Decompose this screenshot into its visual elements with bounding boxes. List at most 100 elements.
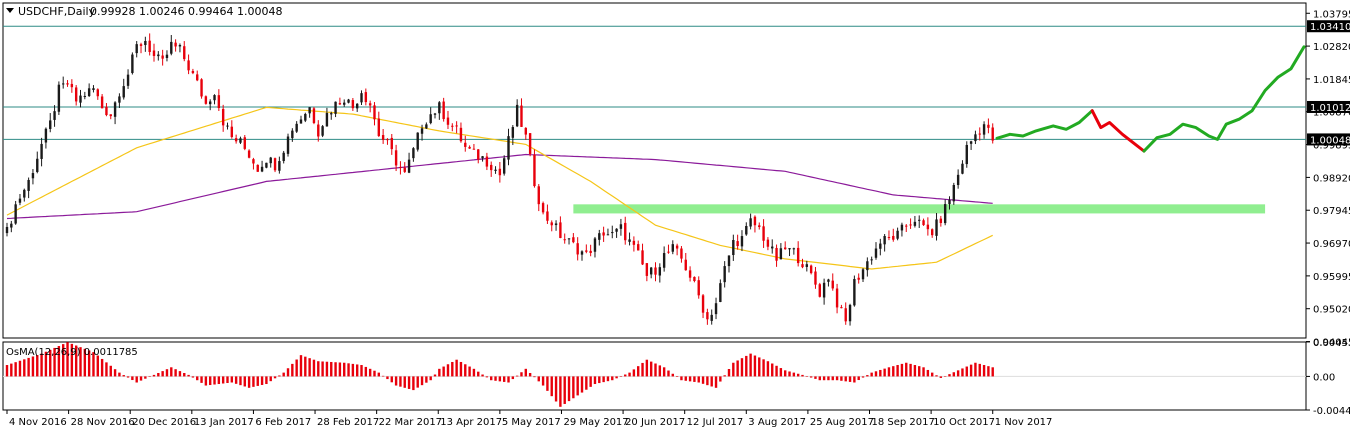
candle-body: [377, 118, 381, 136]
osma-bar: [226, 376, 229, 384]
x-tick-label: 28 Nov 2016: [71, 417, 135, 428]
candle-body: [343, 102, 346, 105]
candle-body: [982, 124, 986, 135]
x-tick-label: 1 Nov 2017: [995, 417, 1053, 428]
osma-bar: [438, 368, 441, 377]
candle-body: [684, 259, 687, 271]
osma-bar: [602, 376, 605, 383]
osma-bar: [347, 363, 350, 377]
x-tick-label: 6 Feb 2017: [255, 417, 311, 428]
candle-body: [541, 203, 545, 213]
osma-bar: [654, 363, 657, 377]
candle-body: [126, 74, 130, 86]
osma-label: OsMA(12,26,9) 0.0011785: [6, 347, 138, 358]
osma-bar: [766, 361, 770, 377]
osma-bar: [308, 358, 311, 377]
osma-bar: [974, 362, 977, 377]
osma-bar: [982, 365, 986, 377]
osma-bar: [27, 357, 30, 377]
candle-body: [364, 92, 368, 103]
candle-body: [105, 106, 108, 116]
candle-body: [36, 158, 39, 172]
osma-bar: [952, 372, 956, 377]
candle-body: [814, 271, 817, 285]
osma-bar: [546, 376, 549, 391]
candle-body: [131, 54, 134, 74]
candle-body: [645, 263, 649, 276]
x-tick-label: 18 Sep 2017: [872, 417, 935, 428]
candle-body: [459, 127, 463, 142]
candle-body: [758, 225, 761, 228]
osma-bar: [113, 369, 117, 377]
candle-body: [429, 114, 432, 124]
support-zone[interactable]: [573, 204, 1266, 214]
osma-bar: [822, 376, 826, 381]
x-tick-label: 4 Nov 2016: [9, 417, 67, 428]
osma-bar: [295, 359, 298, 377]
candle-body: [278, 161, 281, 171]
osma-bar: [464, 364, 467, 377]
osma-bar: [905, 362, 908, 377]
candle-body: [991, 127, 994, 141]
osma-bar: [291, 363, 294, 377]
candle-body: [805, 264, 809, 267]
candle-body: [987, 124, 990, 128]
osma-bar: [870, 372, 873, 377]
osma-bar: [502, 376, 506, 382]
candle-body: [524, 127, 527, 135]
candle-body: [870, 259, 873, 261]
osma-bar: [18, 360, 22, 377]
dropdown-triangle-icon[interactable]: [6, 8, 14, 13]
osma-bar: [537, 376, 540, 382]
candle-body: [325, 112, 329, 127]
candle-body: [23, 189, 26, 198]
candle-body: [866, 261, 869, 271]
osma-bar: [83, 348, 87, 377]
osma-bar: [407, 376, 411, 389]
candle-body: [835, 288, 839, 308]
candle-body: [243, 137, 246, 149]
candle-body: [416, 132, 419, 150]
candle-body: [550, 222, 553, 226]
main-panel[interactable]: [2, 2, 1307, 339]
osma-bar: [66, 342, 69, 377]
candle-body: [282, 152, 285, 162]
candle-body: [723, 266, 726, 283]
osma-bar: [848, 376, 852, 382]
candle-body: [74, 87, 78, 102]
osma-bar: [598, 376, 601, 384]
candle-body: [40, 143, 43, 159]
osma-bar: [723, 375, 726, 377]
osma-bar: [809, 376, 813, 378]
candle-body: [697, 280, 700, 296]
candle-body: [178, 45, 182, 47]
osma-bar: [377, 372, 381, 377]
candle-body: [425, 124, 428, 129]
candle-body: [528, 133, 532, 154]
candle-body: [464, 142, 467, 147]
candle-body: [857, 277, 860, 280]
candle-body: [490, 164, 493, 171]
candle-body: [969, 141, 973, 144]
candle-body: [943, 204, 947, 224]
candle-body: [533, 154, 536, 187]
candle-body: [606, 234, 610, 236]
candle-body: [66, 83, 69, 85]
osma-bar: [490, 376, 493, 381]
candle-body: [965, 144, 968, 165]
candle-body: [809, 265, 813, 274]
candle-body: [291, 130, 294, 139]
candle-body: [632, 240, 636, 245]
x-tick-label: 25 Aug 2017: [810, 417, 874, 428]
osma-bar: [23, 359, 26, 377]
osma-bar: [481, 374, 484, 377]
candle-body: [593, 238, 597, 252]
candle-body: [217, 95, 221, 109]
candle-body: [27, 179, 30, 191]
x-tick-label: 28 Feb 2017: [317, 417, 379, 428]
osma-bar: [948, 374, 951, 377]
osma-bar: [935, 375, 938, 377]
osma-bar: [498, 376, 502, 382]
osma-bar: [645, 359, 649, 377]
